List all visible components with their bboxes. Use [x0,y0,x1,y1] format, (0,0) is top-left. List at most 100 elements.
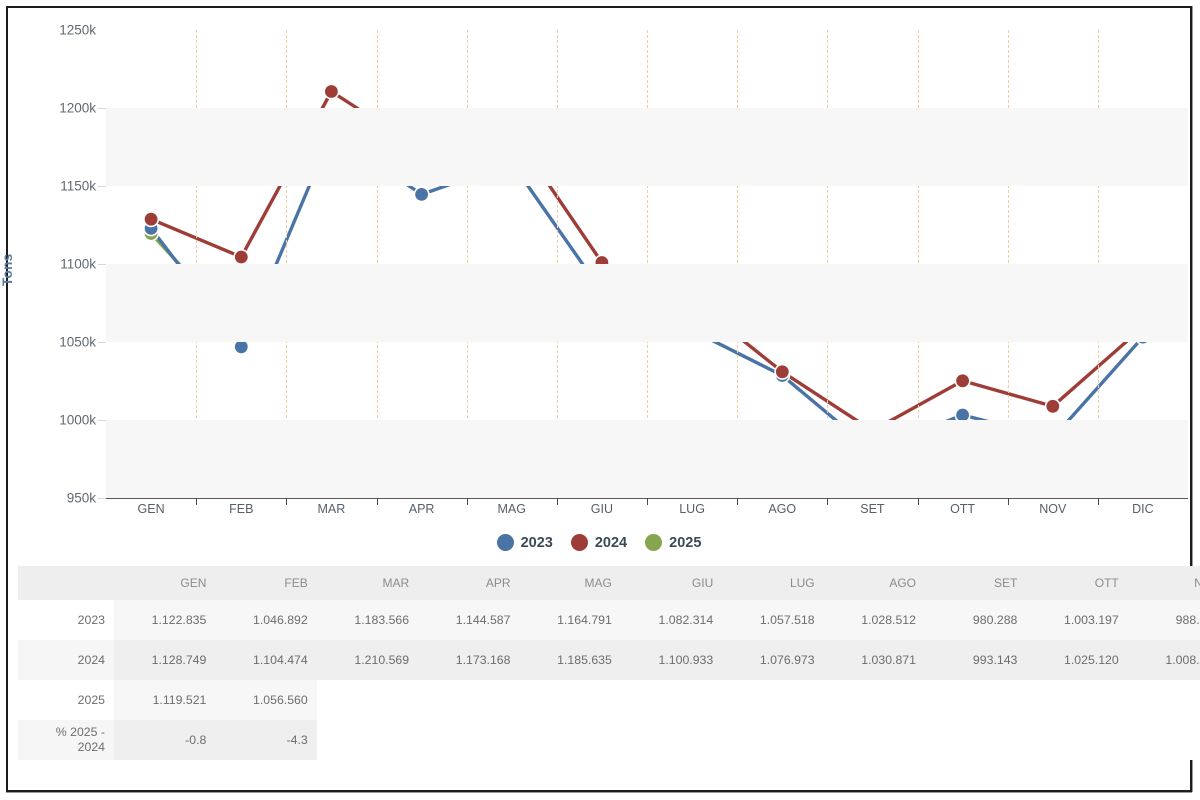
table-cell: 1.164.791 [519,600,621,640]
table-header-row: GENFEBMARAPRMAGGIULUGAGOSETOTTNOVDICTota… [18,566,1200,600]
legend-item-2024[interactable]: 2024 [570,534,628,551]
y-axis-tick-label: 1200k [59,100,96,116]
page-frame: 1250k 1200k 1150k 1100k 1050k 1000k 950k Tons … [0,6,1200,792]
table-col-header-SET: SET [925,566,1027,600]
x-axis-tick-label: OTT [950,502,976,516]
y-axis-tick-labels: 1250k 1200k 1150k 1100k 1050k 1000k 950k [8,8,96,520]
table-cell: 1.057.518 [722,600,824,640]
table-cell: 1.025.120 [1026,640,1128,680]
x-axis-tick-label: MAR [317,502,346,516]
table-cell: 1.046.892 [215,600,317,640]
table-col-header-APR: APR [418,566,520,600]
y-band [106,420,1188,498]
table-cell [316,680,419,720]
table-col-header-FEB: FEB [215,566,317,600]
table-cell [722,680,824,720]
table-cell [519,680,621,720]
y-band [106,264,1188,342]
table-cell: 1.119.521 [114,680,216,720]
chart-legend: 2023 2024 2025 [8,534,1190,551]
y-tick-stub [98,264,106,265]
data-point-2024-MAR[interactable] [323,83,340,100]
legend-item-2023[interactable]: 2023 [496,534,553,551]
table-col-header-LUG: LUG [722,566,824,600]
table-cell: 1.128.749 [114,640,216,680]
table-cell: 1.185.635 [519,640,621,680]
legend-swatch-icon [570,534,588,551]
table-cell [1127,720,1200,760]
table-cell [925,680,1027,720]
data-point-2024-AGO[interactable] [774,363,791,380]
table-cell: -0.8 [114,720,216,760]
table-col-header-MAR: MAR [316,566,419,600]
x-axis-tick-label: NOV [1039,502,1067,516]
data-point-2024-OTT[interactable] [954,372,971,389]
x-tick-mark [737,498,739,505]
x-tick-mark [556,498,558,505]
legend-label: 2025 [669,534,702,551]
table-cell: 1.003.197 [1026,600,1128,640]
table-cell [620,720,723,760]
data-point-2024-NOV[interactable] [1044,398,1061,415]
y-tick-stub [98,186,106,187]
legend-label: 2024 [594,534,628,551]
page-inner: 1250k 1200k 1150k 1100k 1050k 1000k 950k Tons … [0,8,1200,790]
table-cell [823,720,925,760]
legend-swatch-icon [645,534,663,551]
x-axis-tick-label: MAG [497,502,526,516]
data-point-2024-GEN[interactable] [143,211,160,228]
table-cell [722,720,824,760]
y-axis-tick-label: 1250k [59,22,96,38]
table-cell [1127,680,1200,720]
table-cell [316,720,419,760]
table-col-header-GIU: GIU [620,566,723,600]
y-axis-tick-label: 950k [66,490,96,506]
x-axis-tick-label: FEB [229,502,254,516]
table-cell: 1.144.587 [418,600,520,640]
y-axis-title: Tons [0,253,15,286]
table-cell: -4.3 [215,720,317,760]
x-axis-tick-label: DIC [1132,502,1154,516]
x-tick-mark [1097,498,1099,505]
table-row-header: 2024 [18,640,114,680]
table-cell: 1.104.474 [215,640,317,680]
plot-area [106,30,1188,498]
table-row: 2023 1.122.835 1.046.892 1.183.566 1.144.587… [18,600,1200,640]
table-corner-cell [18,566,114,600]
table-row-header: % 2025 - 2024 [18,720,114,760]
x-tick-mark [196,498,198,505]
y-band [106,108,1188,186]
table-cell: 1.183.566 [316,600,419,640]
legend-label: 2023 [520,534,553,551]
x-tick-mark [827,498,829,505]
x-axis-tick-label: GEN [137,502,165,516]
x-tick-mark [376,498,378,505]
table-head: GENFEBMARAPRMAGGIULUGAGOSETOTTNOVDICTota… [18,566,1200,600]
legend-item-2025[interactable]: 2025 [645,534,701,551]
table-body: 2023 1.122.835 1.046.892 1.183.566 1.144.587… [18,600,1200,760]
x-axis-tick-label: AGO [768,502,797,516]
table-cell: 1.008.803 [1127,640,1200,680]
x-tick-mark [647,498,648,505]
table-cell [925,720,1027,760]
table-col-header-MAG: MAG [519,566,621,600]
x-tick-mark [1007,498,1009,505]
table-col-header-AGO: AGO [823,566,925,600]
x-axis-tick-label: GIU [590,502,614,516]
data-table: GENFEBMARAPRMAGGIULUGAGOSETOTTNOVDICTota… [18,566,1200,760]
table-cell: 1.076.973 [722,640,824,680]
y-tick-stub [98,342,106,343]
data-point-2024-FEB[interactable] [233,249,250,266]
table-col-header-GEN: GEN [114,566,216,600]
table-row: % 2025 - 2024 -0.8 -4.3 [18,720,1200,760]
table-cell [418,680,520,720]
table-cell [519,720,621,760]
x-tick-mark [466,498,468,505]
table-cell: 1.210.569 [316,640,419,680]
table-cell: 1.173.168 [418,640,520,680]
x-axis-tick-label: LUG [679,502,705,516]
data-point-2023-APR[interactable] [413,186,430,203]
x-axis-tick-label: APR [408,502,435,516]
table-cell: 980.288 [925,600,1027,640]
